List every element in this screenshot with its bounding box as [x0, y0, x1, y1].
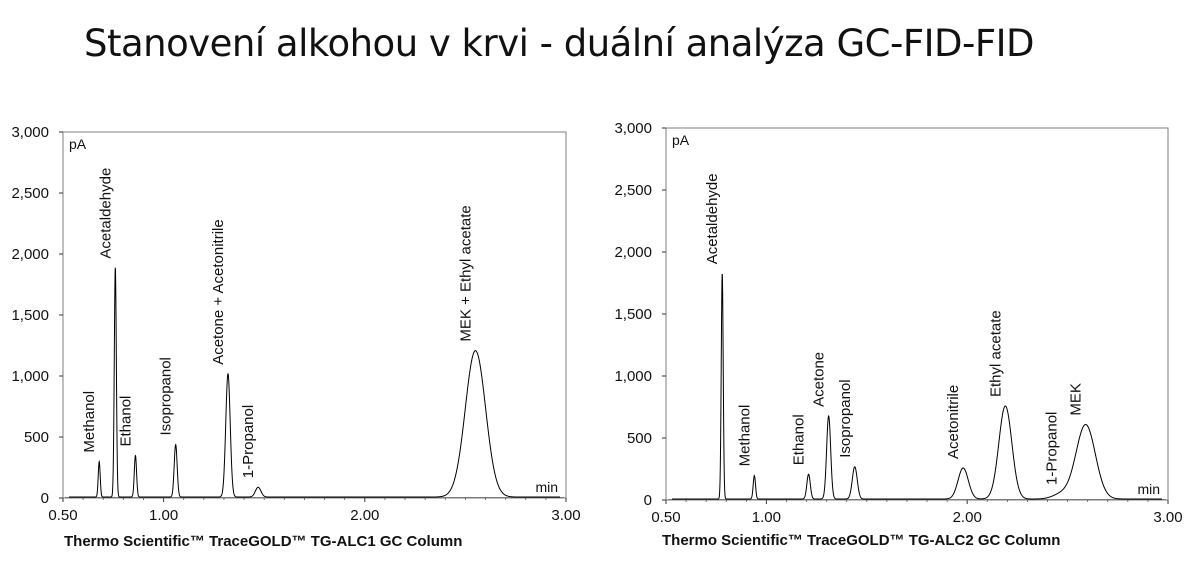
y-tick-label: 0	[644, 492, 652, 509]
y-tick-label: 2,500	[614, 182, 652, 199]
y-tick-label: 2,000	[11, 246, 49, 263]
signal-trace	[672, 273, 1162, 500]
x-tick-label: 2.00	[953, 509, 982, 526]
peak-label: Acetone	[811, 352, 828, 407]
y-unit-label: pA	[69, 136, 87, 152]
y-tick-label: 1,500	[11, 307, 49, 324]
x-unit-label: min	[1137, 481, 1160, 497]
y-tick-label: 2,000	[614, 244, 652, 261]
peak-label: Isopropanol	[837, 379, 854, 457]
peak-label: Acetaldehyde	[704, 173, 721, 264]
x-unit-label: min	[535, 479, 558, 495]
y-tick-label: 500	[627, 430, 652, 447]
y-tick-label: 500	[24, 429, 49, 446]
peak-label: MEK + Ethyl acetate	[458, 205, 475, 341]
y-unit-label: pA	[672, 132, 690, 148]
column-caption: Thermo Scientific™ TraceGOLD™ TG-ALC2 GC…	[662, 532, 1060, 549]
peak-label: Ethyl acetate	[987, 310, 1004, 397]
y-tick-label: 1,000	[11, 368, 49, 385]
peak-label: Acetonitrile	[945, 385, 962, 459]
signal-trace	[69, 267, 560, 498]
peak-label: Methanol	[81, 391, 98, 453]
chromatogram-tg-alc1: 0 500 1,000 1,500 2,000 2,500 3,000 0.50 1.00 2.0…	[11, 124, 580, 550]
peak-label: Ethanol	[791, 414, 808, 465]
peak-label: 1-Propanol	[240, 405, 257, 478]
y-tick-label: 3,000	[614, 120, 652, 137]
column-caption: Thermo Scientific™ TraceGOLD™ TG-ALC1 GC…	[64, 533, 462, 550]
y-tick-label: 1,500	[614, 306, 652, 323]
x-tick-label: 1.00	[752, 509, 781, 526]
peak-label: Acetone + Acetonitrile	[210, 219, 227, 365]
page-title: Stanovení alkohou v krvi - duální analýz…	[84, 22, 1035, 65]
chromatogram-tg-alc2: 0 500 1,000 1,500 2,000 2,500 3,000 0.50 1.00 2.0…	[614, 120, 1182, 549]
x-tick-label: 3.00	[1153, 509, 1182, 526]
peak-label: 1-Propanol	[1044, 412, 1061, 485]
y-tick-label: 0	[41, 490, 49, 507]
y-tick-label: 3,000	[11, 124, 49, 141]
x-tick-label: 1.00	[149, 507, 178, 524]
y-tick-label: 2,500	[11, 185, 49, 202]
x-tick-label: 2.00	[350, 507, 379, 524]
x-tick-label: 0.50	[48, 507, 77, 524]
peak-label: Isopropanol	[158, 357, 175, 435]
y-tick-label: 1,000	[614, 368, 652, 385]
plot-frame	[62, 131, 567, 499]
peak-label: Methanol	[736, 405, 753, 467]
peak-label: Ethanol	[117, 396, 134, 447]
peak-label: MEK	[1068, 383, 1085, 416]
x-tick-label: 3.00	[551, 507, 580, 524]
peak-label: Acetaldehyde	[97, 168, 114, 259]
x-tick-label: 0.50	[651, 509, 680, 526]
